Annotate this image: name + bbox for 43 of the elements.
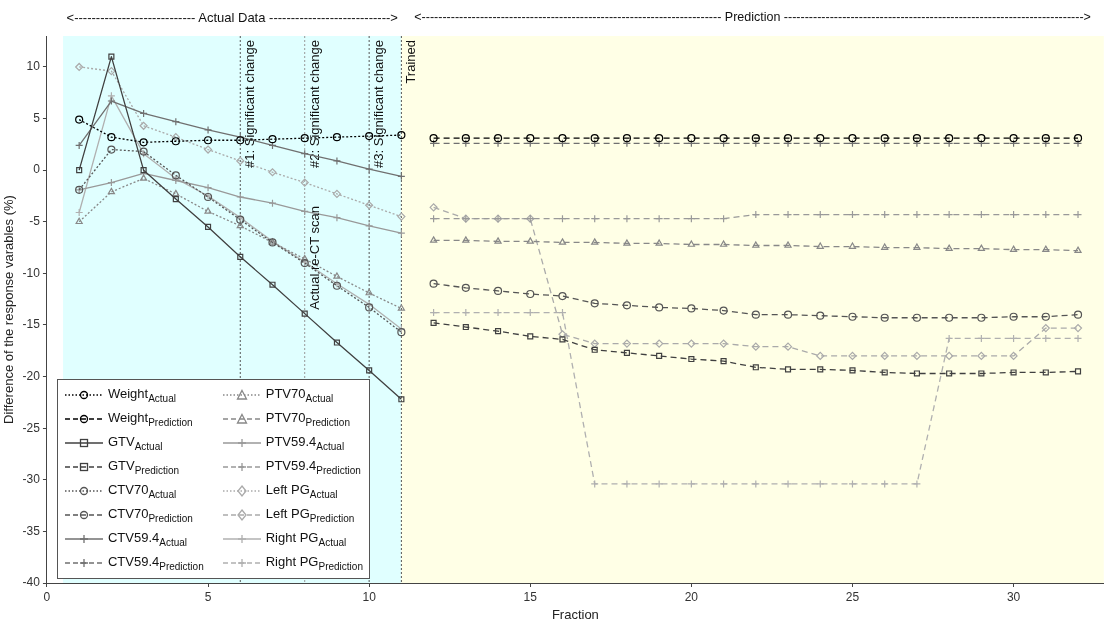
legend-label: PTV70$_{Actual}$ bbox=[265, 386, 334, 404]
ref-line-label: Trained bbox=[403, 40, 419, 84]
legend-label: Left PG$_{Prediction}$ bbox=[265, 506, 355, 524]
legend-label: Left PG$_{Actual}$ bbox=[265, 482, 338, 500]
y-axis-title: Difference of the response varables (%) bbox=[1, 195, 17, 424]
y-tick-label: 10 bbox=[26, 59, 41, 74]
y-tick-label: -5 bbox=[29, 214, 41, 229]
text: <---------------------------- Actual Data ----------------------------> bbox=[66, 9, 398, 25]
x-tick-label: 10 bbox=[362, 589, 377, 604]
y-tick-label: -30 bbox=[22, 472, 41, 487]
x-tick-label: 15 bbox=[523, 589, 538, 604]
legend-label: GTV$_{Prediction}$ bbox=[107, 458, 180, 476]
text: <------------------------------------------------------------------------ Prediction ------------------------------------------------------------------------> bbox=[414, 10, 1091, 25]
ref-line-label: #3: Significant change bbox=[371, 40, 387, 168]
legend-label: Weight$_{Prediction}$ bbox=[107, 410, 193, 428]
y-tick-label: 5 bbox=[33, 110, 41, 125]
y-tick-label: -20 bbox=[22, 368, 41, 383]
legend-label: PTV59.4$_{Prediction}$ bbox=[265, 458, 361, 476]
x-tick-label: 0 bbox=[43, 589, 51, 604]
ref-line-label: #1: Significant change bbox=[242, 40, 258, 168]
y-tick-label: -35 bbox=[22, 523, 41, 538]
y-tick-label: -15 bbox=[22, 317, 41, 332]
legend-label: CTV70$_{Prediction}$ bbox=[107, 506, 193, 524]
x-tick-label: 25 bbox=[845, 589, 860, 604]
x-tick-label: 20 bbox=[684, 589, 699, 604]
legend-label: Weight$_{Actual}$ bbox=[107, 386, 176, 404]
x-axis-title: Fraction bbox=[551, 606, 599, 622]
legend-label: CTV70$_{Actual}$ bbox=[107, 482, 177, 500]
legend-label: PTV70$_{Prediction}$ bbox=[265, 410, 350, 428]
legend-label: PTV59.4$_{Actual}$ bbox=[265, 434, 345, 452]
y-tick-label: -40 bbox=[22, 575, 41, 590]
legend-label: Right PG$_{Prediction}$ bbox=[265, 554, 363, 572]
ref-line-label: #2: Significant change bbox=[306, 40, 322, 168]
legend-label: CTV59.4$_{Prediction}$ bbox=[107, 554, 204, 572]
legend-label: Right PG$_{Actual}$ bbox=[265, 530, 347, 548]
y-tick-label: -25 bbox=[22, 420, 41, 435]
legend-label: GTV$_{Actual}$ bbox=[107, 434, 163, 452]
y-tick-label: -10 bbox=[22, 265, 41, 280]
y-tick-label: 0 bbox=[33, 162, 41, 177]
legend-label: CTV59.4$_{Actual}$ bbox=[107, 530, 188, 548]
x-tick-label: 5 bbox=[204, 589, 212, 604]
annotation: Actual re-CT scan bbox=[306, 206, 322, 310]
x-tick-label: 30 bbox=[1006, 589, 1021, 604]
